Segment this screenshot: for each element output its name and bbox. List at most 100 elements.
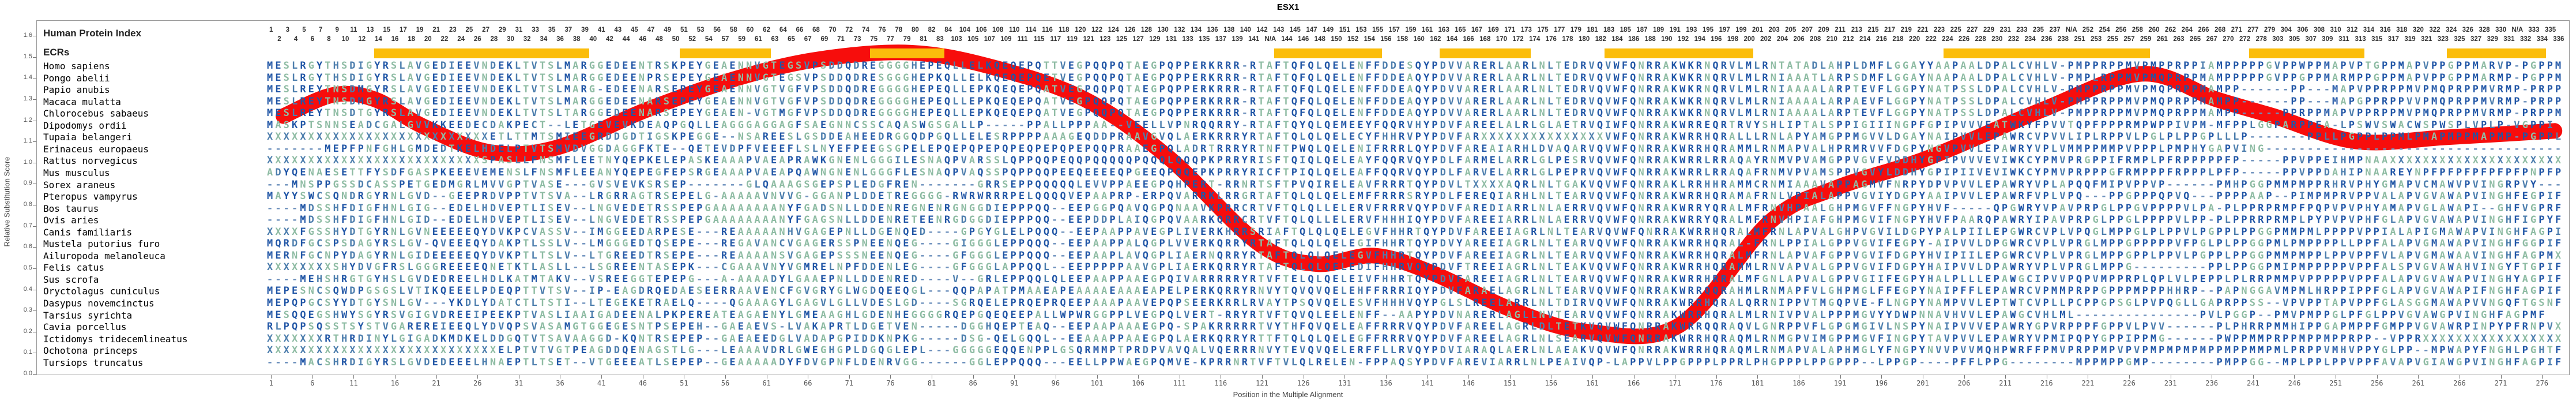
human-index-number: 253 (2091, 36, 2102, 43)
human-index-number: 122 (1091, 27, 1103, 33)
x-tick-label: 166 (1627, 379, 1640, 387)
human-index-number: 182 (1595, 36, 1606, 43)
human-index-number: 81 (920, 36, 928, 43)
human-index-number: 73 (853, 36, 861, 43)
human-index-number: 323 (2437, 36, 2449, 43)
human-index-number: 183 (1603, 27, 1615, 33)
human-index-number: 78 (895, 27, 903, 33)
species-name: Oryctolagus cuniculus (43, 286, 160, 297)
human-index-number: 191 (1669, 27, 1681, 33)
human-index-number: 106 (976, 27, 987, 33)
human-index-number: 307 (2305, 36, 2317, 43)
x-tick-mark (2005, 375, 2006, 379)
human-index-number: 336 (2553, 36, 2564, 43)
human-index-number: 153 (1355, 27, 1367, 33)
human-index-number: 36 (556, 36, 564, 43)
y-tick-label: 1.1 (23, 137, 32, 145)
x-tick-label: 181 (1751, 379, 1764, 387)
x-tick-label: 51 (680, 379, 688, 387)
sequence-row: ----MEHSHRGTGYHSLGVDEDREELHDLKATMTAKV--V… (267, 273, 2564, 285)
human-index-number: 185 (1620, 27, 1631, 33)
x-tick-label: 56 (721, 379, 730, 387)
human-index-number: 42 (606, 36, 613, 43)
ecr-bar (680, 48, 771, 58)
x-tick-mark (1138, 375, 1139, 379)
species-name: Dasypus novemcinctus (43, 298, 155, 309)
ecr-bar (869, 48, 944, 58)
y-tick-label: 0.4 (23, 285, 32, 293)
human-index-number: 334 (2536, 36, 2548, 43)
human-index-number: 165 (1455, 27, 1466, 33)
y-tick-label: 1.3 (23, 95, 32, 102)
human-index-number: 53 (696, 27, 705, 33)
human-index-number: 232 (2008, 36, 2020, 43)
x-tick-mark (1840, 375, 1841, 379)
human-index-number: 47 (647, 27, 655, 33)
x-tick-label: 136 (1380, 379, 1392, 387)
sequence-row: MERNFGCNPYDAGYRNLGIDEEEEEQYDVKPTLTSLV--L… (267, 249, 2564, 261)
x-tick-label: 146 (1462, 379, 1475, 387)
page-title: ESX1 (1276, 2, 1300, 12)
human-index-number: 71 (837, 36, 845, 43)
x-tick-label: 176 (1709, 379, 1723, 387)
x-tick-label: 41 (597, 379, 606, 387)
human-index-number: 14 (374, 36, 382, 43)
human-index-number: 111 (1017, 36, 1028, 43)
x-tick-label: 241 (2247, 379, 2259, 387)
human-index-number: 310 (2330, 27, 2341, 33)
species-name: Ailuropoda melanoleuca (43, 250, 165, 261)
human-index-number: 198 (1727, 36, 1739, 43)
human-index-number: 175 (1537, 27, 1549, 33)
x-tick-label: 116 (1214, 379, 1227, 387)
human-index-number: 263 (2173, 36, 2185, 43)
human-index-number: 109 (1000, 36, 1012, 43)
species-name: Tursiops truncatus (43, 357, 144, 368)
species-name: Erinaceus europaeus (43, 143, 149, 155)
human-index-number: 171 (1504, 27, 1516, 33)
human-index-number: 39 (581, 27, 589, 33)
x-tick-label: 126 (1297, 379, 1310, 387)
human-index-number: 137 (1215, 36, 1226, 43)
human-index-number: 238 (2057, 36, 2069, 43)
x-tick-mark (2542, 375, 2543, 379)
human-index-number: 62 (763, 27, 770, 33)
x-tick-mark (395, 375, 396, 379)
species-name: Pongo abelii (43, 72, 110, 84)
human-index-number: 306 (2297, 27, 2308, 33)
human-index-number: 216 (1875, 36, 1887, 43)
sequence-row: MESLRGYTHSDIGYRSLAVGEDIEEVNDEKLTVTSLMARG… (267, 60, 2564, 72)
human-index-number: 224 (1942, 36, 1953, 43)
human-index-number: 123 (1099, 36, 1111, 43)
human-index-number: 141 (1248, 36, 1260, 43)
human-index-number: 50 (672, 36, 680, 43)
human-index-number: 134 (1190, 27, 1202, 33)
x-tick-mark (353, 375, 355, 379)
human-index-number: 162 (1430, 36, 1441, 43)
x-tick-label: 276 (2536, 379, 2549, 387)
human-index-number: 157 (1388, 27, 1400, 33)
human-index-number: 58 (729, 27, 737, 33)
x-tick-label: 196 (1875, 379, 1888, 387)
human-index-number: 80 (912, 27, 919, 33)
human-index-number: 79 (903, 36, 911, 43)
y-tick-mark (33, 57, 36, 58)
sequence-row: XXXXXXXXSHYDVGFRSLGGGREEEEQNETKTLASLL--L… (267, 261, 2564, 274)
human-index-number: 156 (1380, 36, 1392, 43)
x-tick-label: 266 (2453, 379, 2466, 387)
human-index-number: N/A (1264, 36, 1276, 43)
human-index-number: 33 (532, 27, 539, 33)
human-index-number: 208 (1810, 36, 1821, 43)
human-index-number: 117 (1050, 36, 1061, 43)
human-index-number: 136 (1207, 27, 1218, 33)
sequence-row: ----MDSSHFDIGFHNLGID--EDELHDVEPTLISEV--L… (267, 214, 2564, 226)
x-tick-label: 131 (1338, 379, 1351, 387)
human-index-number: 1 (269, 27, 273, 33)
human-index-number: 197 (1719, 27, 1730, 33)
human-index-number: 144 (1281, 36, 1293, 43)
x-tick-label: 216 (2040, 379, 2053, 387)
human-index-number: 214 (1859, 36, 1871, 43)
sequence-row: MESLRGYTHSDIGYRSLAVGEDIEEVNDEKLTVTSLMARG… (267, 72, 2564, 84)
x-tick-mark (1262, 375, 1263, 379)
human-index-number: 38 (573, 36, 581, 43)
human-index-number: 279 (2264, 27, 2276, 33)
